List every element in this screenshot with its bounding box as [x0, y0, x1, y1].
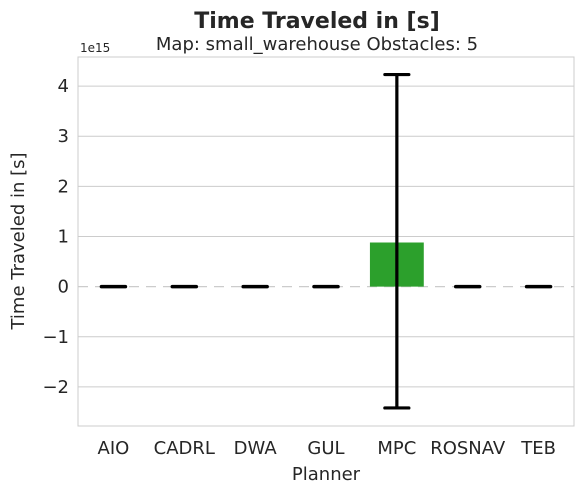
error-bars: [99, 72, 553, 410]
y-tick-label: 3: [58, 126, 69, 147]
x-tick-label: TEB: [520, 438, 556, 459]
x-tick-labels: AIO CADRL DWA GUL MPC ROSNAV TEB: [98, 438, 556, 459]
x-tick-label: MPC: [377, 438, 416, 459]
y-tick-label: −1: [42, 327, 69, 348]
y-tick-label: 0: [58, 277, 69, 298]
x-tick-label: AIO: [98, 438, 130, 459]
chart-subtitle: Map: small_warehouse Obstacles: 5: [156, 34, 478, 55]
grid-lines: [78, 85, 574, 388]
y-tick-label: 1: [58, 226, 69, 247]
x-tick-label: GUL: [307, 438, 344, 459]
y-axis-label: Time Traveled in [s]: [8, 152, 29, 330]
y-offset-label: 1e15: [80, 41, 110, 55]
y-tick-label: 4: [58, 76, 69, 97]
x-tick-label: CADRL: [154, 438, 215, 459]
error-bar-mpc: [383, 72, 411, 410]
x-tick-label: ROSNAV: [430, 438, 506, 459]
x-axis-label: Planner: [292, 464, 361, 485]
y-tick-labels: −2 −1 0 1 2 3 4: [42, 76, 69, 398]
y-tick-label: 2: [58, 176, 69, 197]
chart-title: Time Traveled in [s]: [194, 9, 440, 34]
plot-frame: [77, 56, 575, 427]
y-tick-label: −2: [42, 377, 69, 398]
x-tick-label: DWA: [234, 438, 278, 459]
